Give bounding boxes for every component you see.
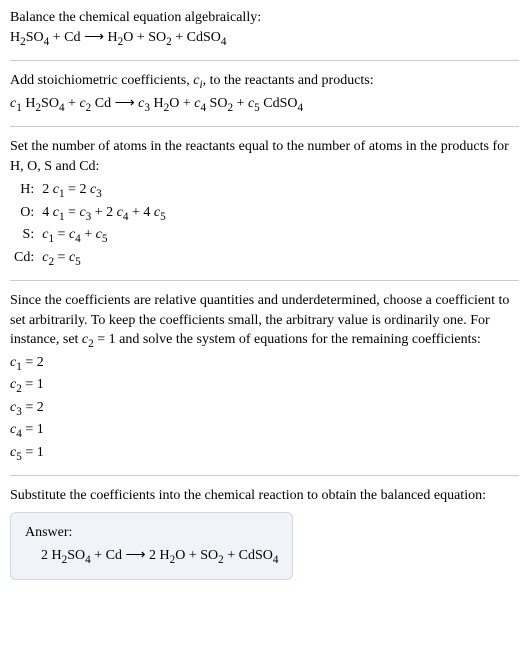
- element-label: S:: [10, 225, 38, 247]
- section-intro: Balance the chemical equation algebraica…: [10, 8, 519, 50]
- section-atom-balance: Set the number of atoms in the reactants…: [10, 137, 519, 270]
- atom-balance-intro: Set the number of atoms in the reactants…: [10, 137, 519, 176]
- atom-balance-body: H:2 c1 = 2 c3O:4 c1 = c3 + 2 c4 + 4 c5S:…: [10, 180, 170, 270]
- coefficient-value: c5 = 1: [10, 443, 519, 465]
- page-container: Balance the chemical equation algebraica…: [0, 0, 529, 596]
- intro-text: Balance the chemical equation algebraica…: [10, 8, 519, 28]
- solve-results: c1 = 2c2 = 1c3 = 2c4 = 1c5 = 1: [10, 353, 519, 465]
- section-substitute: Substitute the coefficients into the che…: [10, 486, 519, 580]
- unbalanced-equation: H2SO4 + Cd ⟶ H2O + SO2 + CdSO4: [10, 28, 519, 50]
- answer-equation: 2 H2SO4 + Cd ⟶ 2 H2O + SO2 + CdSO4: [25, 546, 278, 568]
- stoich-equation: c1 H2SO4 + c2 Cd ⟶ c3 H2O + c4 SO2 + c5 …: [10, 94, 519, 116]
- divider: [10, 60, 519, 61]
- coefficient-value: c2 = 1: [10, 375, 519, 397]
- coefficient-value: c3 = 2: [10, 398, 519, 420]
- element-label: Cd:: [10, 248, 38, 270]
- coefficient-value: c1 = 2: [10, 353, 519, 375]
- answer-label: Answer:: [25, 523, 278, 543]
- table-row: S:c1 = c4 + c5: [10, 225, 170, 247]
- element-label: H:: [10, 180, 38, 202]
- divider: [10, 475, 519, 476]
- solve-intro: Since the coefficients are relative quan…: [10, 291, 519, 353]
- element-equation: 4 c1 = c3 + 2 c4 + 4 c5: [38, 203, 169, 225]
- answer-box: Answer: 2 H2SO4 + Cd ⟶ 2 H2O + SO2 + CdS…: [10, 512, 293, 580]
- coefficient-value: c4 = 1: [10, 420, 519, 442]
- element-label: O:: [10, 203, 38, 225]
- section-stoichiometric: Add stoichiometric coefficients, ci, to …: [10, 71, 519, 116]
- table-row: O:4 c1 = c3 + 2 c4 + 4 c5: [10, 203, 170, 225]
- section-solve: Since the coefficients are relative quan…: [10, 291, 519, 465]
- divider: [10, 126, 519, 127]
- divider: [10, 280, 519, 281]
- element-equation: c1 = c4 + c5: [38, 225, 169, 247]
- atom-balance-table: H:2 c1 = 2 c3O:4 c1 = c3 + 2 c4 + 4 c5S:…: [10, 180, 170, 270]
- stoich-intro: Add stoichiometric coefficients, ci, to …: [10, 71, 519, 93]
- element-equation: 2 c1 = 2 c3: [38, 180, 169, 202]
- substitute-intro: Substitute the coefficients into the che…: [10, 486, 519, 506]
- table-row: H:2 c1 = 2 c3: [10, 180, 170, 202]
- table-row: Cd:c2 = c5: [10, 248, 170, 270]
- element-equation: c2 = c5: [38, 248, 169, 270]
